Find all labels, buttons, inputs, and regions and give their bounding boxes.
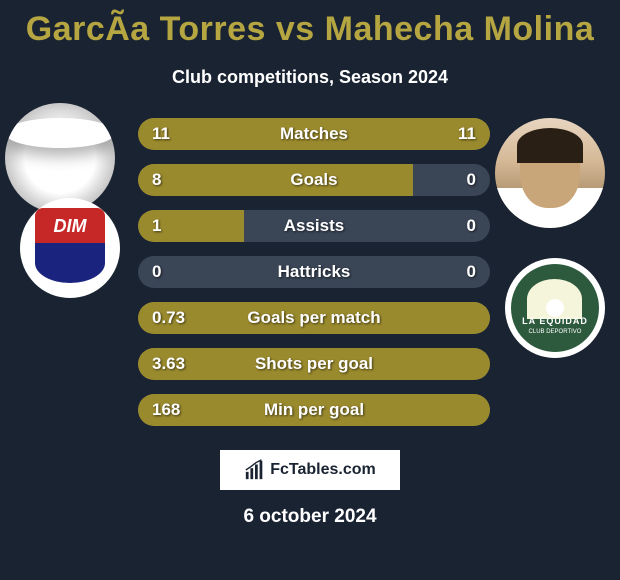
watermark: FcTables.com	[220, 450, 400, 490]
chart-icon	[244, 459, 266, 481]
club-left-abbr: DIM	[35, 216, 105, 237]
stat-value-right: 0	[467, 210, 476, 242]
stat-label: Goals	[138, 164, 490, 196]
watermark-text: FcTables.com	[270, 461, 376, 479]
stat-row: 1Assists0	[138, 210, 490, 242]
stat-row: 0Hattricks0	[138, 256, 490, 288]
stat-row: 3.63Shots per goal	[138, 348, 490, 380]
club-right-logo: LA EQUIDAD CLUB DEPORTIVO	[505, 258, 605, 358]
stat-row: 0.73Goals per match	[138, 302, 490, 334]
subtitle: Club competitions, Season 2024	[0, 67, 620, 88]
stat-label: Min per goal	[138, 394, 490, 426]
stat-label: Shots per goal	[138, 348, 490, 380]
stat-row: 168Min per goal	[138, 394, 490, 426]
stat-label: Matches	[138, 118, 490, 150]
stat-row: 11Matches11	[138, 118, 490, 150]
stat-label: Hattricks	[138, 256, 490, 288]
date-label: 6 october 2024	[0, 506, 620, 528]
stat-value-right: 11	[458, 118, 476, 150]
player-right-photo	[495, 118, 605, 228]
club-left-logo: DIM	[20, 198, 120, 298]
stat-label: Goals per match	[138, 302, 490, 334]
club-right-subtext: CLUB DEPORTIVO	[511, 329, 599, 335]
stat-value-right: 0	[467, 164, 476, 196]
stat-value-right: 0	[467, 256, 476, 288]
page-title: GarcÃ­a Torres vs Mahecha Molina	[0, 0, 620, 49]
comparison-area: DIM LA EQUIDAD CLUB DEPORTIVO 11Matches1…	[0, 113, 620, 443]
stat-label: Assists	[138, 210, 490, 242]
club-right-name: LA EQUIDAD	[511, 316, 599, 326]
player-left-photo	[5, 103, 115, 213]
stat-row: 8Goals0	[138, 164, 490, 196]
stats-container: 11Matches118Goals01Assists00Hattricks00.…	[138, 118, 490, 440]
